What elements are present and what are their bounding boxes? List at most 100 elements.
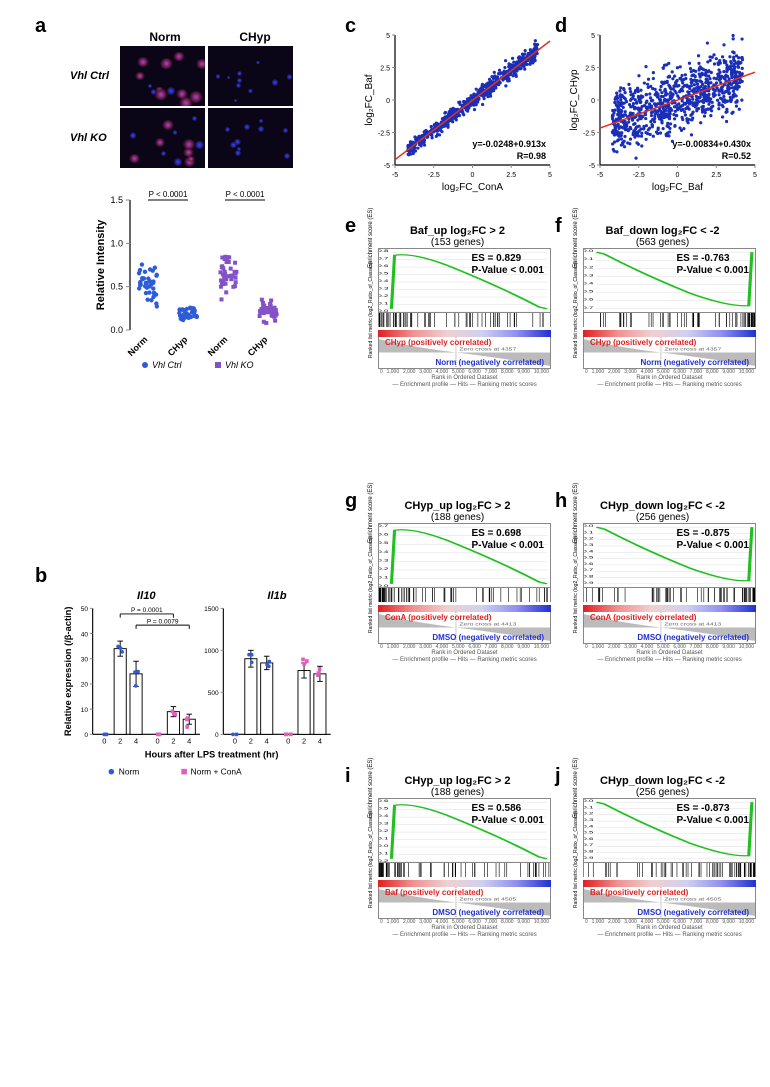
svg-text:-0.9: -0.9: [584, 857, 594, 860]
svg-text:0.6: 0.6: [379, 265, 389, 268]
svg-text:log₂FC_CHyp: log₂FC_CHyp: [569, 69, 580, 131]
svg-text:-0.2: -0.2: [584, 538, 593, 541]
svg-text:Norm: Norm: [126, 334, 150, 358]
svg-text:0.0: 0.0: [584, 800, 594, 803]
panel-label-i: i: [345, 765, 351, 788]
svg-text:0.5: 0.5: [379, 272, 389, 275]
svg-text:-0.7: -0.7: [584, 307, 593, 310]
svg-text:P < 0.0001: P < 0.0001: [226, 190, 265, 199]
svg-text:10: 10: [81, 707, 89, 714]
scatter-plot-a: 0.00.51.01.5Relative IntensityP < 0.0001…: [90, 185, 310, 365]
svg-text:CHyp: CHyp: [246, 334, 270, 358]
scatter-plot-c: -5-5-2.5-2.5002.52.555log₂FC_ConAlog₂FC_…: [360, 25, 560, 195]
svg-text:R=0.52: R=0.52: [722, 151, 751, 161]
svg-text:-2.5: -2.5: [633, 172, 645, 179]
svg-text:2.5: 2.5: [711, 172, 721, 179]
svg-text:2: 2: [249, 737, 253, 746]
svg-text:-0.6: -0.6: [584, 299, 594, 302]
svg-text:CHyp: CHyp: [166, 334, 190, 358]
svg-text:y=-0.00834+0.430x: y=-0.00834+0.430x: [672, 139, 751, 149]
gsea-plot-j: CHyp_down log₂FC < -2 (256 genes) Enrich…: [565, 775, 760, 950]
svg-text:5: 5: [386, 33, 390, 40]
svg-text:0.3: 0.3: [379, 287, 389, 290]
svg-text:log₂FC_Baf: log₂FC_Baf: [364, 74, 375, 125]
svg-text:-2.5: -2.5: [428, 172, 440, 179]
svg-text:40: 40: [81, 631, 89, 638]
svg-text:0.6: 0.6: [379, 534, 389, 537]
svg-text:1000: 1000: [204, 648, 219, 655]
svg-text:0: 0: [676, 172, 680, 179]
svg-text:2: 2: [302, 737, 306, 746]
svg-text:1.0: 1.0: [110, 238, 123, 248]
svg-text:-0.5: -0.5: [584, 291, 594, 294]
micro-col-norm: Norm: [149, 30, 180, 44]
svg-text:0: 0: [155, 737, 159, 746]
svg-text:-5: -5: [384, 163, 390, 170]
svg-text:Hours after LPS treatment (hr): Hours after LPS treatment (hr): [145, 750, 279, 760]
panel-label-j: j: [555, 765, 561, 788]
svg-text:log₂FC_Baf: log₂FC_Baf: [652, 182, 703, 193]
svg-text:-2.5: -2.5: [378, 131, 390, 138]
svg-text:0.0: 0.0: [379, 585, 389, 587]
svg-text:0: 0: [84, 732, 88, 739]
svg-text:0.7: 0.7: [379, 525, 388, 528]
gsea-plot-e: Baf_up log₂FC > 2 (153 genes) Enrichment…: [360, 225, 555, 400]
micro-cell: [208, 46, 293, 106]
svg-text:0: 0: [102, 737, 106, 746]
svg-text:-0.7: -0.7: [584, 569, 593, 572]
micro-row-ctrl: Vhl Ctrl: [70, 70, 120, 82]
svg-text:0.2: 0.2: [379, 295, 388, 298]
svg-text:0.3: 0.3: [379, 822, 389, 825]
svg-text:2.5: 2.5: [585, 66, 595, 73]
svg-text:-0.8: -0.8: [584, 575, 594, 578]
svg-text:-0.4: -0.4: [584, 550, 594, 553]
svg-text:20: 20: [81, 682, 89, 689]
svg-text:0: 0: [386, 98, 390, 105]
svg-text:-0.8: -0.8: [584, 850, 594, 853]
svg-text:0: 0: [286, 737, 290, 746]
svg-text:Zero cross at 4505: Zero cross at 4505: [459, 898, 516, 902]
svg-text:0.4: 0.4: [379, 551, 389, 554]
svg-text:5: 5: [548, 172, 552, 179]
svg-text:4: 4: [134, 737, 138, 746]
svg-text:-0.2: -0.2: [379, 860, 388, 862]
panel-label-a: a: [35, 15, 46, 38]
svg-text:5: 5: [753, 172, 757, 179]
svg-text:2.5: 2.5: [506, 172, 516, 179]
svg-text:-5: -5: [597, 172, 603, 179]
svg-text:0.7: 0.7: [379, 258, 388, 261]
gsea-plot-i: CHyp_up log₂FC > 2 (188 genes) Enrichmen…: [360, 775, 555, 950]
svg-text:P = 0.0001: P = 0.0001: [131, 607, 163, 614]
svg-text:0.2: 0.2: [379, 830, 388, 833]
svg-text:-0.6: -0.6: [584, 563, 594, 566]
panel-label-e: e: [345, 215, 356, 238]
svg-text:log₂FC_ConA: log₂FC_ConA: [442, 182, 503, 193]
svg-text:0.0: 0.0: [110, 325, 123, 335]
scatter-plot-d: -5-5-2.5-2.5002.52.555log₂FC_Baflog₂FC_C…: [565, 25, 765, 195]
svg-text:500: 500: [208, 690, 219, 697]
gsea-plot-g: CHyp_up log₂FC > 2 (188 genes) Enrichmen…: [360, 500, 555, 675]
svg-text:Vhl Ctrl: Vhl Ctrl: [152, 360, 183, 370]
svg-text:-0.4: -0.4: [584, 825, 594, 828]
svg-text:Zero cross at 4357: Zero cross at 4357: [459, 348, 516, 352]
svg-text:Il10: Il10: [137, 590, 156, 602]
svg-text:-0.9: -0.9: [584, 582, 594, 585]
svg-text:-0.6: -0.6: [584, 838, 594, 841]
micro-cell: [120, 46, 205, 106]
svg-text:-0.2: -0.2: [584, 266, 593, 269]
svg-text:50: 50: [81, 606, 89, 613]
gsea-plot-f: Baf_down log₂FC < -2 (563 genes) Enrichm…: [565, 225, 760, 400]
svg-text:-5: -5: [589, 163, 595, 170]
svg-text:0: 0: [215, 732, 219, 739]
svg-text:1500: 1500: [204, 606, 219, 613]
svg-text:0.8: 0.8: [379, 250, 389, 253]
svg-text:4: 4: [187, 737, 191, 746]
svg-text:0.1: 0.1: [379, 302, 388, 305]
svg-text:Zero cross at 4357: Zero cross at 4357: [664, 348, 721, 352]
gsea-plot-h: CHyp_down log₂FC < -2 (256 genes) Enrich…: [565, 500, 760, 675]
microscopy-grid: Norm CHyp Vhl Ctrl Vhl KO: [70, 30, 300, 168]
svg-text:0: 0: [233, 737, 237, 746]
svg-text:0.1: 0.1: [379, 837, 388, 840]
svg-text:0.3: 0.3: [379, 559, 389, 562]
svg-text:1.5: 1.5: [110, 195, 123, 205]
